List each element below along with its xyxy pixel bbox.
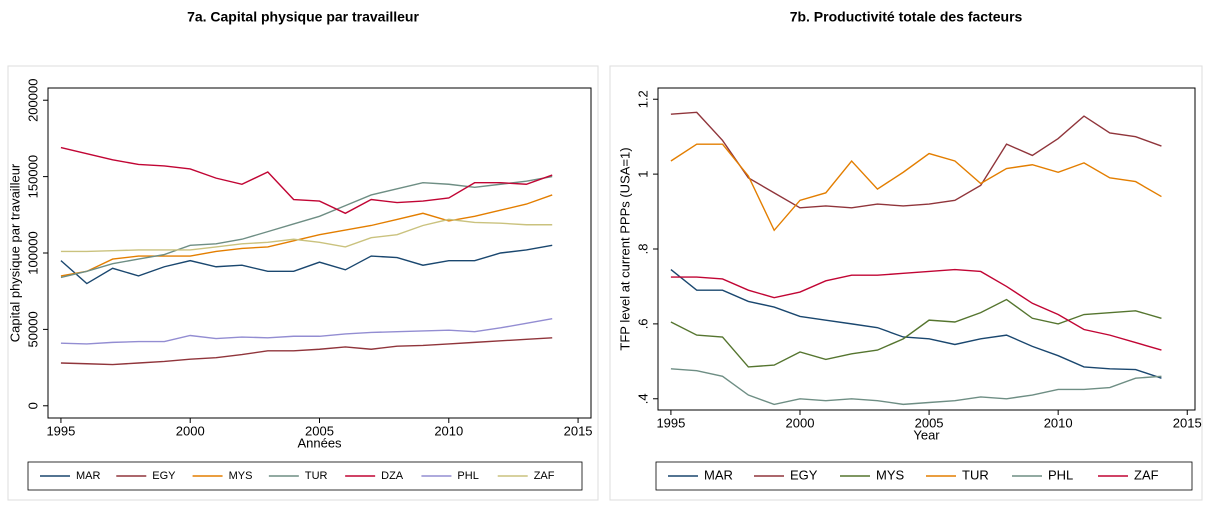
y-tick-label: 150000 bbox=[25, 155, 40, 198]
x-tick-label: 2015 bbox=[564, 423, 593, 438]
panel bbox=[7, 65, 599, 501]
series-line bbox=[670, 269, 1162, 379]
x-tick-label: 2010 bbox=[1044, 415, 1073, 430]
x-tick-label: 1995 bbox=[46, 423, 75, 438]
series-line bbox=[60, 244, 553, 285]
x-axis-label: Années bbox=[297, 435, 342, 450]
legend-label: TUR bbox=[305, 470, 328, 482]
y-axis-label: Capital physique par travailleur bbox=[7, 163, 22, 342]
chart-title: 7a. Capital physique par travailleur bbox=[187, 9, 419, 25]
x-axis-label: Year bbox=[913, 427, 940, 442]
series-line bbox=[60, 175, 553, 279]
legend-label: TUR bbox=[962, 467, 989, 482]
y-tick-label: 0 bbox=[25, 402, 40, 409]
y-tick-label: 1.2 bbox=[635, 90, 650, 108]
legend-label: MYS bbox=[229, 470, 253, 482]
series-line bbox=[670, 111, 1162, 209]
legend-label: DZA bbox=[381, 470, 404, 482]
legend-label: PHL bbox=[1048, 467, 1073, 482]
x-tick-label: 2005 bbox=[915, 415, 944, 430]
legend-label: EGY bbox=[152, 470, 176, 482]
y-tick-label: .6 bbox=[635, 318, 650, 329]
y-axis-label: TFP level at current PPPs (USA=1) bbox=[617, 147, 632, 350]
legend-label: MYS bbox=[876, 467, 905, 482]
series-line bbox=[60, 337, 553, 366]
y-tick-label: .8 bbox=[635, 244, 650, 255]
series-line bbox=[670, 143, 1162, 232]
series-line bbox=[60, 194, 553, 277]
y-tick-label: 100000 bbox=[25, 231, 40, 274]
y-tick-label: 50000 bbox=[25, 311, 40, 347]
x-tick-label: 1995 bbox=[656, 415, 685, 430]
series-line bbox=[60, 218, 553, 253]
series-line bbox=[670, 298, 1162, 368]
panel bbox=[609, 65, 1203, 501]
x-tick-label: 2015 bbox=[1173, 415, 1202, 430]
series-line bbox=[670, 368, 1162, 406]
legend-label: EGY bbox=[790, 467, 818, 482]
legend-label: ZAF bbox=[534, 470, 555, 482]
x-tick-label: 2000 bbox=[786, 415, 815, 430]
legend-label: MAR bbox=[704, 467, 733, 482]
chart-title: 7b. Productivité totale des facteurs bbox=[790, 9, 1023, 25]
legend-label: ZAF bbox=[1134, 467, 1159, 482]
y-tick-label: 1 bbox=[635, 170, 650, 177]
x-tick-label: 2005 bbox=[305, 423, 334, 438]
legend-label: PHL bbox=[457, 470, 478, 482]
legend-label: MAR bbox=[76, 470, 101, 482]
series-line bbox=[60, 318, 553, 345]
x-tick-label: 2000 bbox=[176, 423, 205, 438]
y-tick-label: 200000 bbox=[25, 79, 40, 122]
x-tick-label: 2010 bbox=[434, 423, 463, 438]
series-line bbox=[60, 146, 553, 215]
y-tick-label: .4 bbox=[635, 393, 650, 404]
series-line bbox=[670, 268, 1162, 351]
